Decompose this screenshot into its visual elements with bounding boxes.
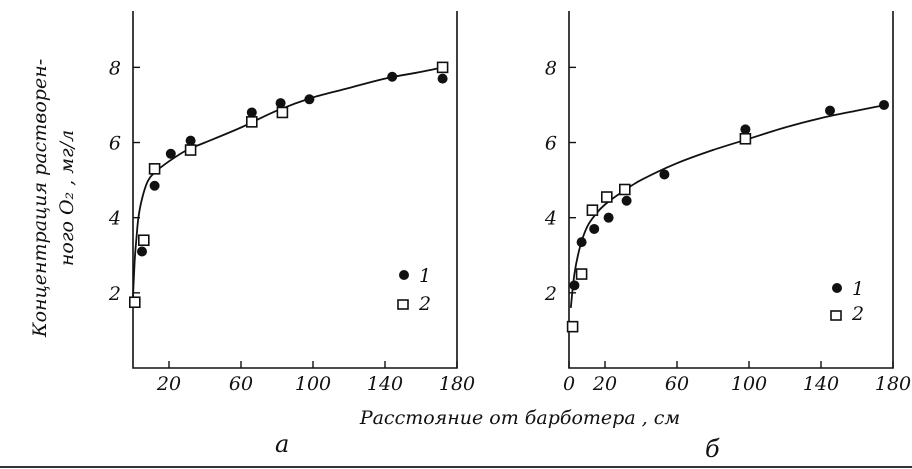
panel-a-y-tick-label-1: 4 [108,208,121,230]
panel-b-data-points [566,99,889,333]
panel-a-chart: 20 60 100 140 180 2 4 6 8 1 2 а [108,11,475,458]
panel-a-axis-frame [132,11,458,369]
y-axis-title: Концентрация растворен- ного O₂ , мг/л [29,59,78,338]
panel-a-series-2-point-1 [138,234,150,247]
panel-a-series-1-point-0 [137,246,147,257]
panel-a-ticks: 20 60 100 140 180 2 4 6 8 [108,57,475,395]
panel-a-series-2-point-2 [148,163,161,175]
y-axis-title-line-1: Концентрация растворен- [29,59,51,338]
panel-b-series-1-point-3 [603,212,614,223]
panel-b-fit-curve [569,104,886,308]
panel-a-series-1-point-4 [246,107,257,118]
panel-b-legend-marker-1 [832,283,842,293]
panel-a-series-2-point-3 [184,144,197,156]
panel-b-series-2-point-0 [566,320,579,333]
panel-a-legend-marker-2 [397,299,409,310]
panel-b-legend: 1 2 [830,278,864,325]
panel-a-series-1-point-1 [149,180,160,191]
panel-b-x-tick-label-2: 60 [665,373,689,395]
panel-a-legend-label-1: 1 [419,265,431,287]
panel-b-ticks: 0 20 60 100 140 180 2 4 6 8 [544,57,911,395]
panel-a-series-1-point-5 [275,98,286,109]
panel-b-series-2-point-2 [586,204,599,216]
panel-b-x-tick-label-5: 180 [875,373,911,395]
panel-a-series-2-point-5 [276,106,289,119]
panel-b-x-tick-label-4: 140 [803,373,839,395]
panel-a-x-tick-label-3: 140 [367,373,403,395]
panel-a-series-1-point-3 [185,135,196,146]
panel-b-series-1-point-1 [576,237,587,248]
panel-b-series-2-point-4 [618,183,631,196]
y-axis-title-line-2: ного O₂ , мг/л [56,130,78,266]
panel-b-x-tick-label-3: 100 [731,373,767,395]
panel-a-x-tick-label-4: 180 [439,373,475,395]
panel-b-y-tick-label-1: 4 [544,208,557,230]
panel-b-x-tick-label-1: 20 [592,373,617,395]
panel-b-series-2-point-5 [739,132,752,145]
panel-a-series-2-point-4 [246,116,258,128]
panel-b-series-1-point-4 [621,195,632,206]
panel-b-chart: 0 20 60 100 140 180 2 4 6 8 1 2 б [544,11,911,463]
panel-a-series-1-point-6 [304,94,315,105]
panel-b-label: б [705,435,720,463]
panel-a-x-tick-label-2: 100 [295,373,331,395]
panel-a-y-tick-label-3: 8 [109,57,121,79]
panel-b-series-2-point-1 [575,268,588,280]
panel-a-fit-curve [132,66,443,297]
panel-a-legend-label-2: 2 [418,293,431,315]
panel-a-legend-marker-1 [399,270,409,280]
panel-a-y-tick-label-0: 2 [108,283,121,305]
panel-b-y-tick-label-0: 2 [544,283,557,305]
x-axis-title: Расстояние от барботера , см [359,407,680,429]
panel-b-axis-frame [568,11,894,369]
panel-b-series-1-point-7 [825,105,835,116]
panel-b-series-1-point-2 [589,223,600,234]
panel-b-legend-marker-2 [830,310,842,321]
panel-b-series-1-point-8 [879,99,889,110]
panel-a-x-tick-label-0: 20 [156,373,181,395]
panel-a-series-1-point-8 [437,73,448,84]
panel-a-label: а [275,430,289,458]
panel-a-data-points [129,61,449,309]
panel-a-y-tick-label-2: 6 [109,133,121,155]
panel-a-series-2-point-6 [436,61,449,74]
panel-b-series-2-point-3 [600,191,613,203]
panel-a-legend: 1 2 [397,265,431,315]
panel-b-series-1-point-5 [659,169,670,180]
panel-b-y-tick-label-2: 6 [545,133,557,155]
panel-b-legend-label-1: 1 [852,278,864,300]
panel-a-series-1-point-2 [165,148,176,159]
panel-a-x-tick-label-1: 60 [229,373,253,395]
panel-b-x-tick-label-0: 0 [563,373,575,395]
panel-a-series-1-point-7 [387,71,398,82]
panel-b-series-1-point-6 [740,124,751,135]
panel-b-legend-label-2: 2 [851,303,864,325]
panel-b-series-1-point-0 [569,280,580,291]
panel-b-y-tick-label-3: 8 [545,57,557,79]
panel-a-series-2-point-0 [129,296,141,309]
